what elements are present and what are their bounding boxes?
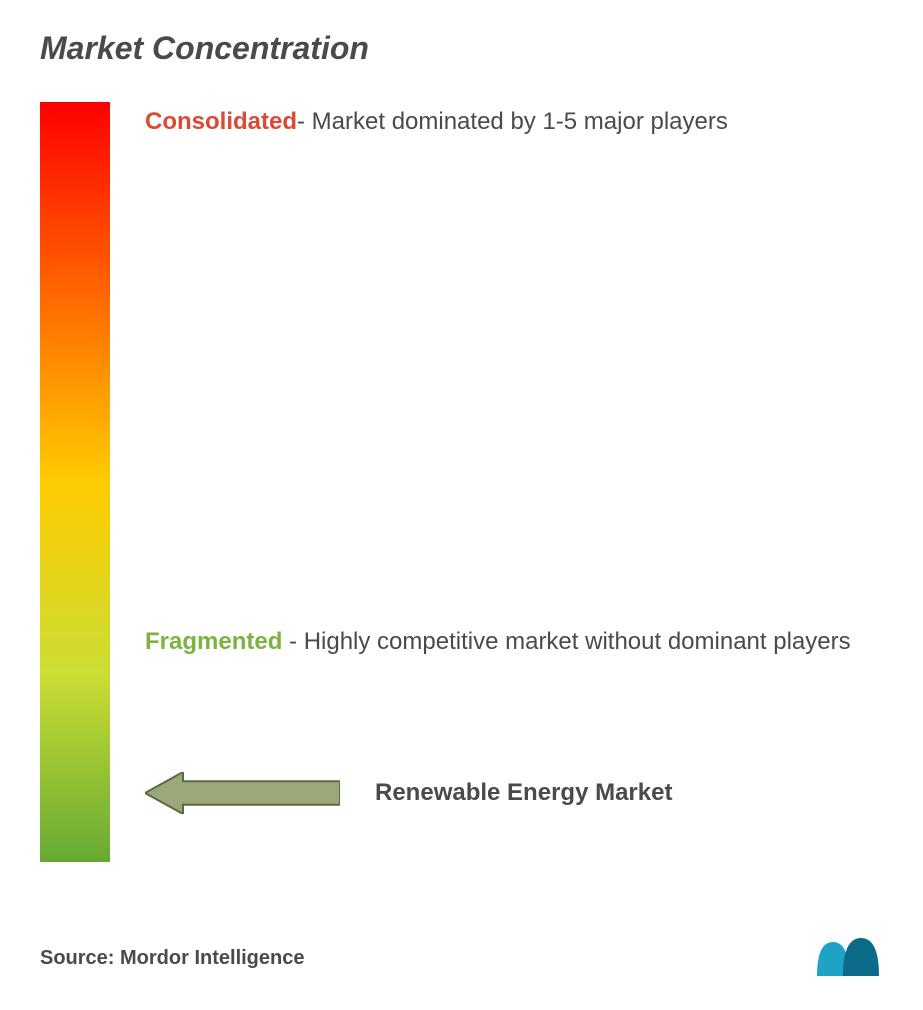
consolidated-description: Consolidated- Market dominated by 1-5 ma…: [145, 102, 728, 143]
footer: Source: Mordor Intelligence: [40, 936, 883, 980]
fragmented-text: - Highly competitive market without domi…: [282, 628, 850, 655]
consolidated-text: - Market dominated by 1-5 major players: [297, 108, 728, 135]
consolidated-label: Consolidated: [145, 108, 297, 135]
source-attribution: Source: Mordor Intelligence: [40, 947, 304, 970]
fragmented-description: Fragmented - Highly competitive market w…: [145, 622, 851, 663]
market-indicator-row: Renewable Energy Market: [145, 772, 672, 814]
gradient-svg: [40, 102, 110, 862]
infographic-container: Market Concentration Consolidated-: [0, 0, 923, 1010]
content-row: Consolidated- Market dominated by 1-5 ma…: [40, 102, 883, 862]
fragmented-label: Fragmented: [145, 628, 282, 655]
text-area: Consolidated- Market dominated by 1-5 ma…: [145, 102, 883, 862]
page-title: Market Concentration: [40, 30, 883, 67]
mordor-logo-icon: [813, 936, 883, 980]
arrow-left-icon: [145, 772, 340, 814]
market-name-label: Renewable Energy Market: [375, 779, 672, 807]
concentration-gradient-bar: [40, 102, 110, 862]
